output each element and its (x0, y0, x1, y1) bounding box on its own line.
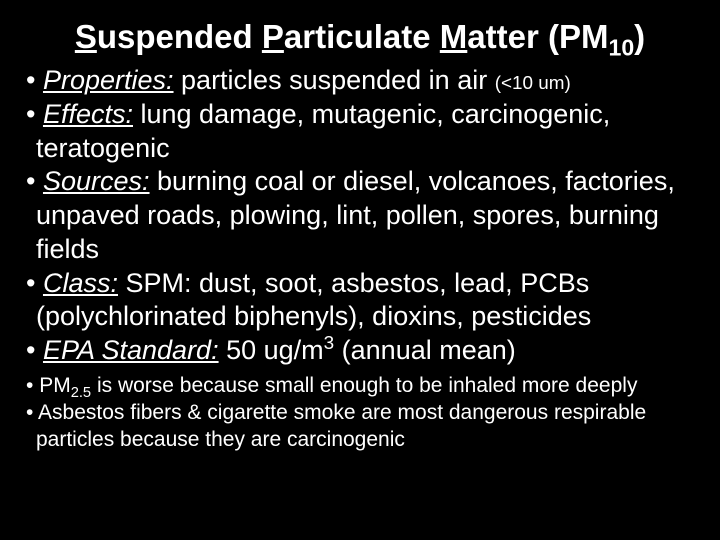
bullet-sup: 3 (324, 333, 335, 354)
bullet-label: Effects: (43, 99, 133, 129)
slide-title: Suspended Particulate Matter (PM10) (16, 18, 704, 56)
bullet-label: Sources: (43, 166, 150, 196)
title-underline-m: M (440, 18, 468, 55)
bullet-text-pre: 50 ug/m (219, 335, 324, 365)
small-bullet-text: Asbestos fibers & cigarette smoke are mo… (36, 401, 646, 451)
bullet-label: Class: (43, 268, 118, 298)
bullet-label: Properties: (43, 65, 174, 95)
small-bullet-asbestos: • Asbestos fibers & cigarette smoke are … (26, 399, 704, 454)
small-bullet-post: is worse because small enough to be inha… (91, 374, 637, 397)
bullet-text: particles suspended in air (174, 65, 495, 95)
title-seg-2: articulate (284, 18, 440, 55)
bullet-epa-standard: • EPA Standard: 50 ug/m3 (annual mean) (26, 334, 704, 368)
title-underline-s: S (75, 18, 97, 55)
title-seg-3: atter (PM (467, 18, 608, 55)
title-seg-1: uspended (97, 18, 262, 55)
bullet-class: • Class: SPM: dust, soot, asbestos, lead… (26, 267, 704, 335)
bullet-sources: • Sources: burning coal or diesel, volca… (26, 165, 704, 266)
bullet-effects: • Effects: lung damage, mutagenic, carci… (26, 98, 704, 166)
small-bullet-pre: PM (39, 374, 71, 397)
small-bullet-pm25: • PM2.5 is worse because small enough to… (26, 372, 704, 399)
bullet-text-post: (annual mean) (334, 335, 516, 365)
bullet-tail-small: (<10 um) (495, 73, 571, 94)
bullet-text: SPM: dust, soot, asbestos, lead, PCBs (p… (36, 268, 591, 332)
title-underline-p: P (262, 18, 284, 55)
title-post: ) (634, 18, 645, 55)
bullet-label: EPA Standard: (43, 335, 219, 365)
title-sub: 10 (608, 35, 634, 61)
bullet-properties: • Properties: particles suspended in air… (26, 64, 704, 98)
